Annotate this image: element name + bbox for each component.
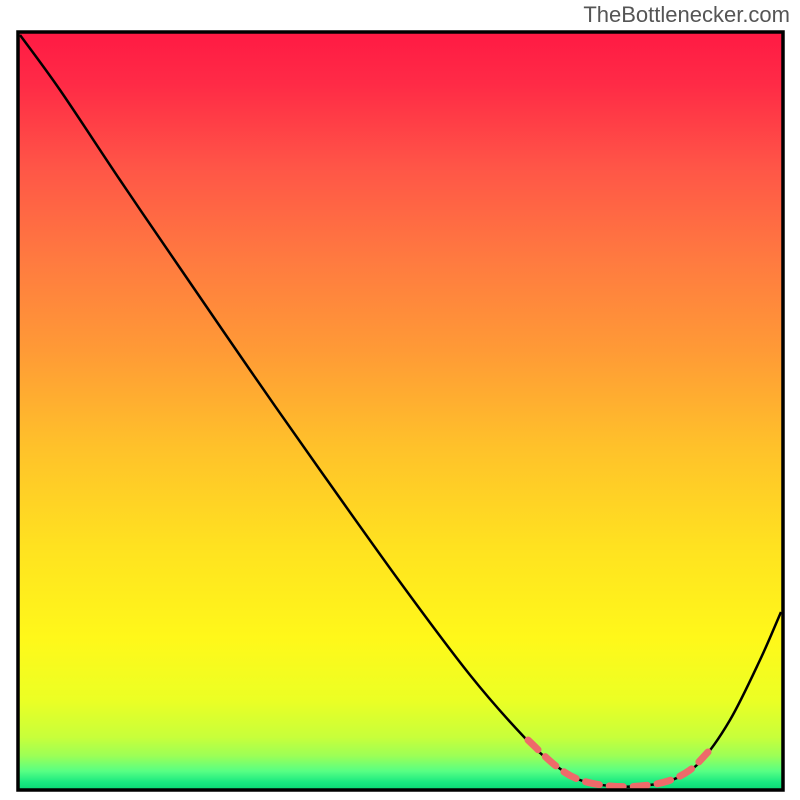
- chart-container: TheBottlenecker.com: [0, 0, 800, 800]
- attribution-text: TheBottlenecker.com: [583, 2, 790, 28]
- gradient-background: [18, 32, 783, 790]
- bottleneck-chart: [0, 0, 800, 800]
